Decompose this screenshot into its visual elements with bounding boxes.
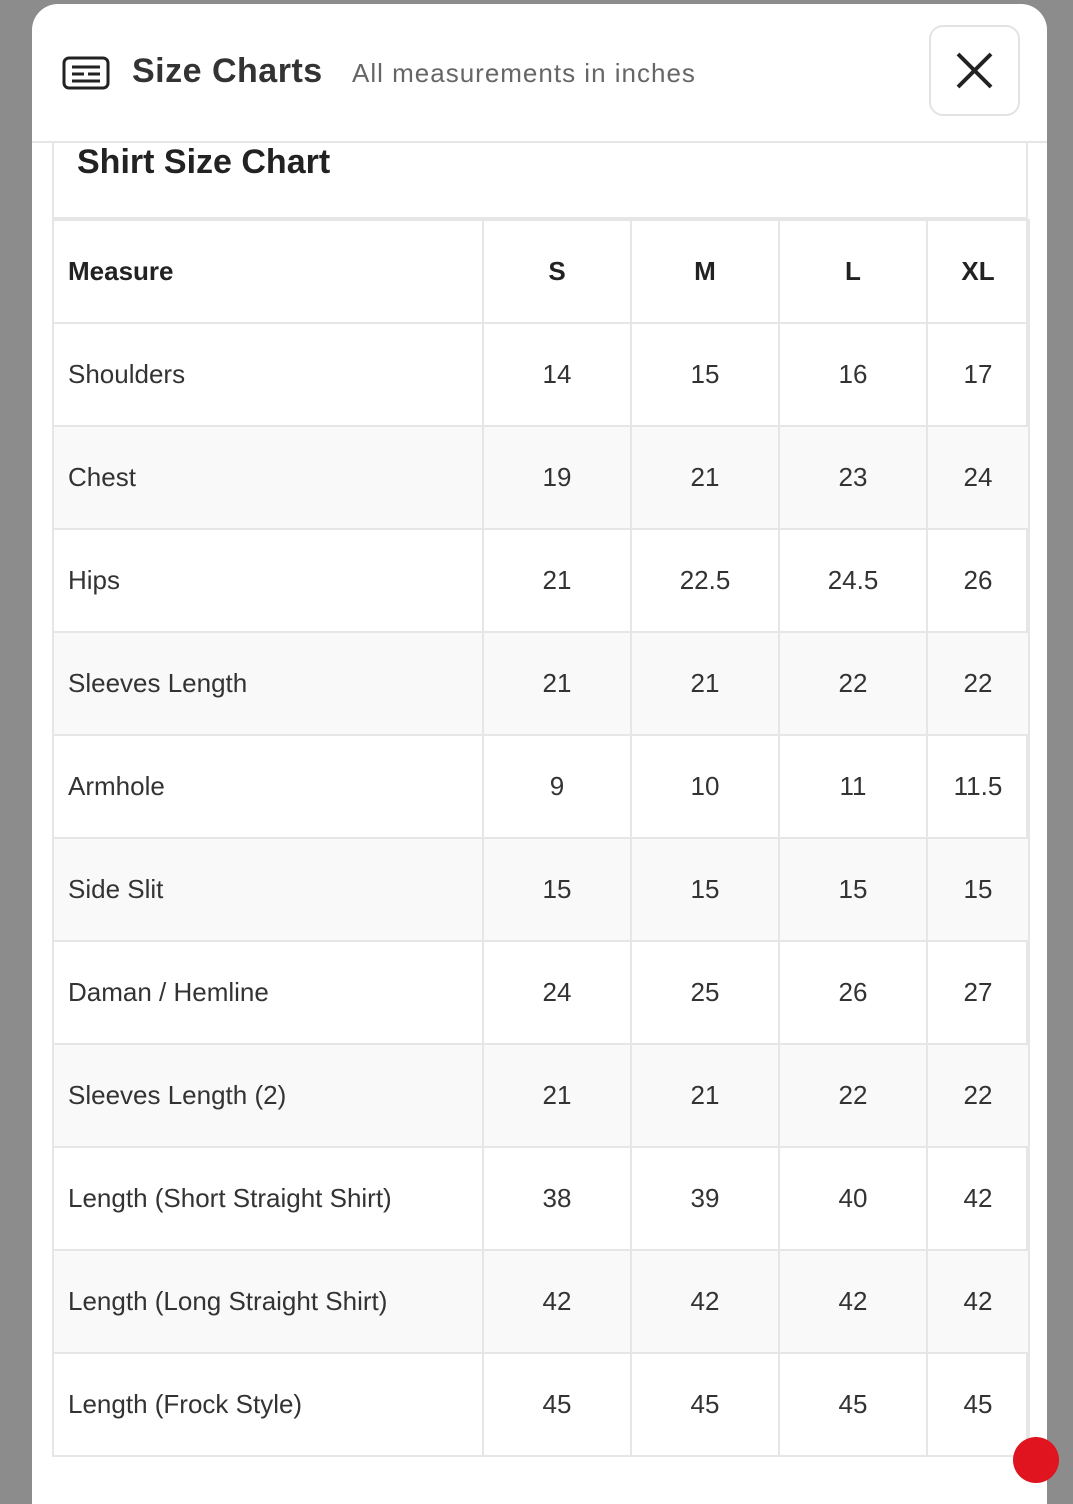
column-header: XL (926, 219, 1030, 324)
measure-value: 21 (630, 1043, 780, 1148)
measure-value: 11 (778, 734, 928, 839)
measure-value: 42 (926, 1249, 1030, 1354)
notification-badge[interactable] (1013, 1437, 1059, 1483)
measure-value: 42 (630, 1249, 780, 1354)
measure-value: 21 (482, 528, 632, 633)
close-icon (956, 52, 993, 89)
measure-value: 39 (630, 1146, 780, 1251)
measure-value: 9 (482, 734, 632, 839)
table-row: Length (Frock Style) 45 45 45 45 (52, 1352, 1030, 1457)
measure-value: 15 (778, 837, 928, 942)
measure-value: 45 (926, 1352, 1030, 1457)
measure-name: Chest (52, 425, 484, 530)
measure-value: 15 (482, 837, 632, 942)
column-header: L (778, 219, 928, 324)
measure-value: 26 (778, 940, 928, 1045)
table-row: Armhole 9 10 11 11.5 (52, 734, 1030, 839)
table-row: Daman / Hemline 24 25 26 27 (52, 940, 1030, 1045)
measure-value: 22 (778, 631, 928, 736)
measure-value: 21 (482, 631, 632, 736)
measure-name: Daman / Hemline (52, 940, 484, 1045)
measure-name: Sleeves Length (2) (52, 1043, 484, 1148)
measure-value: 22.5 (630, 528, 780, 633)
measure-value: 24 (926, 425, 1030, 530)
table-row: Chest 19 21 23 24 (52, 425, 1030, 530)
measure-value: 38 (482, 1146, 632, 1251)
table-row: Sleeves Length (2) 21 21 22 22 (52, 1043, 1030, 1148)
modal-title: Size Charts (132, 52, 323, 90)
measure-name: Sleeves Length (52, 631, 484, 736)
table-row: Hips 21 22.5 24.5 26 (52, 528, 1030, 633)
measure-name: Armhole (52, 734, 484, 839)
measure-name: Hips (52, 528, 484, 633)
column-header: S (482, 219, 632, 324)
modal-subtitle: All measurements in inches (352, 58, 696, 88)
table-title: Shirt Size Chart (54, 143, 1026, 219)
column-header: M (630, 219, 780, 324)
measure-name: Length (Long Straight Shirt) (52, 1249, 484, 1354)
measure-value: 21 (630, 631, 780, 736)
measure-value: 17 (926, 322, 1030, 427)
measure-value: 19 (482, 425, 632, 530)
measure-value: 21 (482, 1043, 632, 1148)
measure-value: 22 (926, 1043, 1030, 1148)
table-row: Sleeves Length 21 21 22 22 (52, 631, 1030, 736)
measure-name: Length (Short Straight Shirt) (52, 1146, 484, 1251)
measure-value: 21 (630, 425, 780, 530)
measure-value: 14 (482, 322, 632, 427)
measure-value: 40 (778, 1146, 928, 1251)
measure-value: 45 (778, 1352, 928, 1457)
measure-value: 11.5 (926, 734, 1030, 839)
modal-header: Size Charts All measurements in inches (32, 4, 1047, 143)
measure-value: 15 (630, 837, 780, 942)
measure-value: 16 (778, 322, 928, 427)
measure-name: Shoulders (52, 322, 484, 427)
size-table: Measure S M L XL Shoulders 14 15 16 17 Chest 19 21 2… (52, 219, 1030, 1457)
measure-value: 22 (926, 631, 1030, 736)
measure-value: 24.5 (778, 528, 928, 633)
measure-value: 15 (630, 322, 780, 427)
table-row: Shoulders 14 15 16 17 (52, 322, 1030, 427)
measure-value: 10 (630, 734, 780, 839)
header-row: Measure S M L XL (52, 219, 1030, 324)
measure-name: Length (Frock Style) (52, 1352, 484, 1457)
measure-value: 42 (926, 1146, 1030, 1251)
size-chart-icon (62, 56, 110, 90)
close-button[interactable] (929, 25, 1020, 116)
measure-value: 45 (630, 1352, 780, 1457)
measure-value: 42 (778, 1249, 928, 1354)
table-row: Side Slit 15 15 15 15 (52, 837, 1030, 942)
table-row: Length (Short Straight Shirt) 38 39 40 42 (52, 1146, 1030, 1251)
table-container: Shirt Size Chart Measure S M L XL Shoulders 1… (52, 143, 1030, 1457)
measure-value: 15 (926, 837, 1030, 942)
measure-value: 27 (926, 940, 1030, 1045)
measure-name: Side Slit (52, 837, 484, 942)
table-row: Length (Long Straight Shirt) 42 42 42 42 (52, 1249, 1030, 1354)
measure-value: 45 (482, 1352, 632, 1457)
measure-value: 42 (482, 1249, 632, 1354)
measure-value: 23 (778, 425, 928, 530)
size-chart-modal: Size Charts All measurements in inches S… (32, 4, 1047, 1504)
measure-value: 25 (630, 940, 780, 1045)
measure-value: 22 (778, 1043, 928, 1148)
table-body: Shoulders 14 15 16 17 Chest 19 21 23 24 Hips 21 22.5… (52, 322, 1030, 1457)
measure-value: 26 (926, 528, 1030, 633)
page: Size Charts All measurements in inches S… (32, 4, 1059, 1504)
measure-value: 24 (482, 940, 632, 1045)
column-header: Measure (52, 219, 484, 324)
